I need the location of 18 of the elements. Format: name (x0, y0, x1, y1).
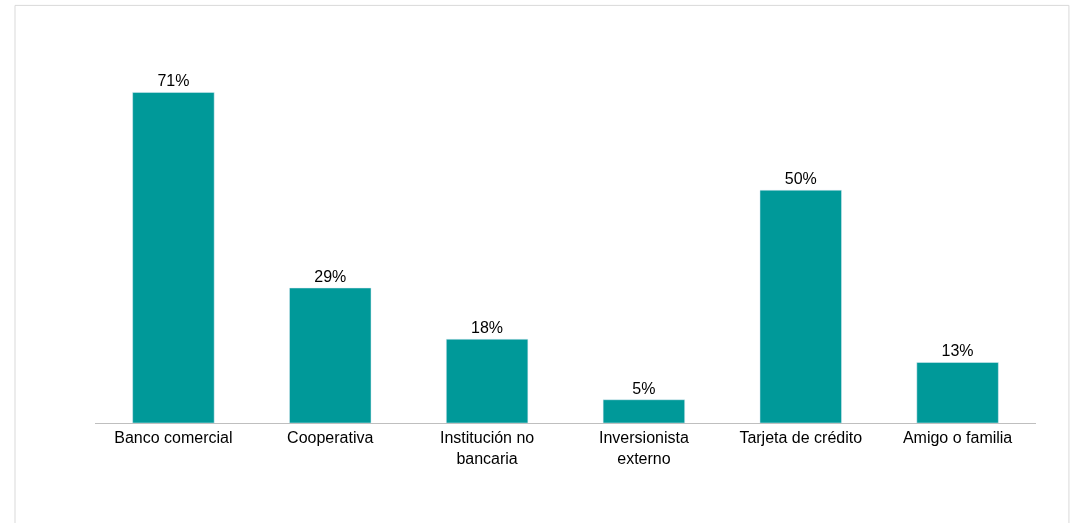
x-tick-label: Institución no bancaria (439, 429, 535, 467)
data-label: 50% (784, 170, 817, 188)
x-tick-label: Cooperativa (287, 429, 374, 447)
bar (446, 338, 529, 423)
data-label: 18% (471, 319, 504, 337)
bar (132, 92, 215, 423)
x-tick-label: Banco comercial (114, 429, 233, 447)
bar (916, 362, 999, 423)
data-label: 13% (941, 342, 974, 360)
x-tick-label: Inversionista externo (599, 429, 689, 467)
data-label: 29% (314, 267, 347, 285)
bar (602, 399, 685, 423)
data-label: 5% (632, 379, 656, 397)
bar (289, 287, 372, 423)
x-tick-label: Tarjeta de crédito (739, 429, 863, 447)
data-label: 71% (157, 72, 190, 90)
bar (759, 189, 842, 423)
x-tick-label: Amigo o familia (902, 429, 1013, 447)
